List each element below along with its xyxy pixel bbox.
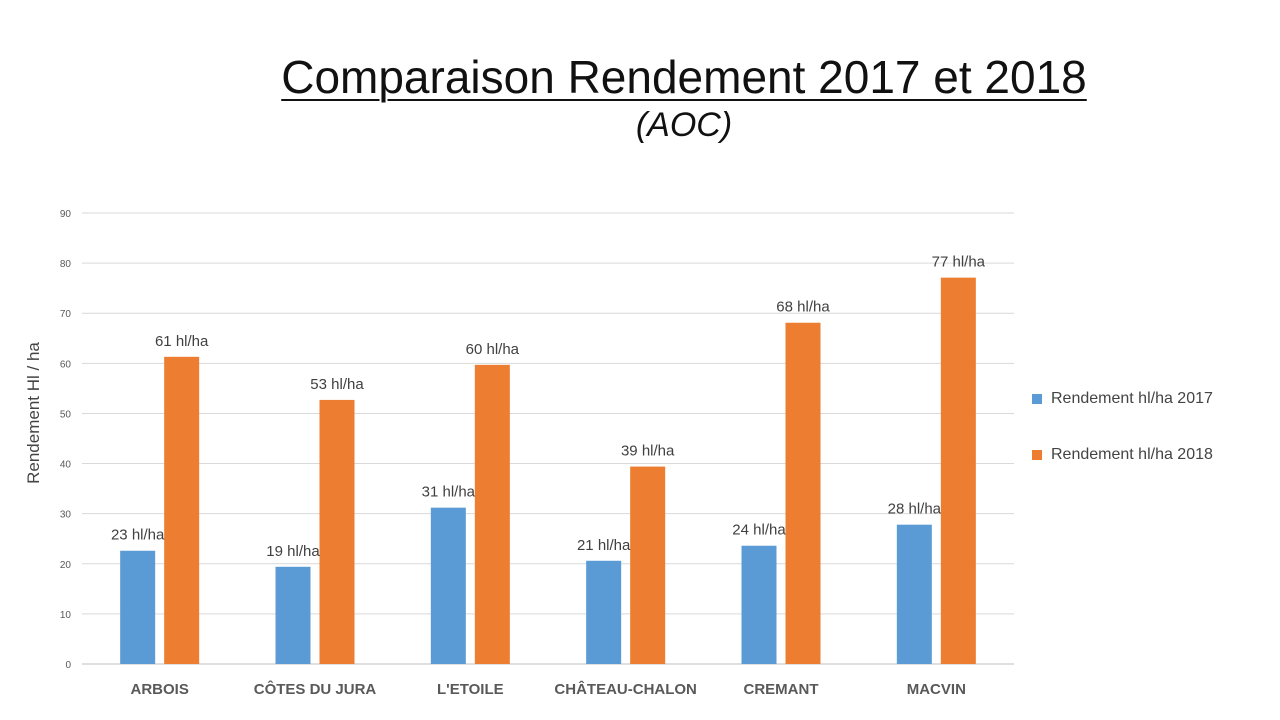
data-label: 24 hl/ha bbox=[732, 522, 786, 539]
data-label: 19 hl/ha bbox=[266, 543, 320, 560]
bar-2017 bbox=[896, 524, 932, 664]
data-label: 21 hl/ha bbox=[577, 537, 631, 554]
gridlines bbox=[82, 212, 1014, 665]
bar-2017 bbox=[120, 550, 156, 664]
x-tick-label: CREMANT bbox=[744, 681, 819, 698]
legend-swatch-2018 bbox=[1032, 450, 1042, 460]
y-tick-label: 40 bbox=[60, 460, 72, 471]
y-tick-label: 90 bbox=[60, 209, 72, 220]
x-tick-label: CHÂTEAU-CHALON bbox=[554, 680, 697, 698]
y-tick-label: 70 bbox=[60, 309, 72, 320]
y-tick-label: 30 bbox=[60, 510, 72, 521]
bar-2018 bbox=[319, 399, 355, 664]
data-label: 39 hl/ha bbox=[621, 443, 675, 460]
bar-2018 bbox=[164, 356, 200, 664]
bar-2018 bbox=[785, 322, 821, 664]
x-tick-label: MACVIN bbox=[907, 681, 966, 698]
x-tick-label: ARBOIS bbox=[130, 681, 188, 698]
chart-subtitle: (AOC) bbox=[635, 106, 733, 144]
data-label: 61 hl/ha bbox=[155, 333, 209, 350]
x-tick-label: CÔTES DU JURA bbox=[254, 680, 377, 698]
data-label: 31 hl/ha bbox=[422, 484, 476, 501]
data-label: 28 hl/ha bbox=[888, 501, 942, 518]
y-axis-ticks: 0 10 20 30 40 50 60 70 80 90 bbox=[60, 209, 72, 671]
bar-2017 bbox=[741, 545, 777, 664]
data-label: 77 hl/ha bbox=[932, 254, 986, 271]
bar-2017 bbox=[586, 560, 622, 664]
data-label: 60 hl/ha bbox=[466, 341, 520, 358]
bar-2017 bbox=[430, 507, 466, 664]
bar-2018 bbox=[474, 364, 510, 664]
bar-2018 bbox=[940, 277, 976, 664]
bar-2017 bbox=[275, 566, 311, 664]
data-label: 53 hl/ha bbox=[310, 376, 364, 393]
y-tick-label: 10 bbox=[60, 610, 72, 621]
legend: Rendement hl/ha 2017 Rendement hl/ha 201… bbox=[1032, 388, 1213, 500]
x-axis-ticks: ARBOIS CÔTES DU JURA L'ETOILE CHÂTEAU-CHALO… bbox=[130, 680, 965, 698]
legend-item-2018: Rendement hl/ha 2018 bbox=[1032, 444, 1213, 466]
x-tick-label: L'ETOILE bbox=[437, 681, 504, 698]
legend-label-2018: Rendement hl/ha 2018 bbox=[1051, 446, 1213, 463]
data-labels: 23 hl/ha 61 hl/ha 19 hl/ha 53 hl/ha 31 hl/ha… bbox=[111, 254, 986, 560]
legend-swatch-2017 bbox=[1032, 394, 1042, 404]
data-label: 23 hl/ha bbox=[111, 527, 165, 544]
chart-title: Comparaison Rendement 2017 et 2018 bbox=[281, 51, 1087, 103]
bars bbox=[120, 277, 976, 664]
legend-label-2017: Rendement hl/ha 2017 bbox=[1051, 390, 1213, 407]
y-axis-label: Rendement Hl / ha bbox=[24, 342, 43, 484]
data-label: 68 hl/ha bbox=[776, 299, 830, 316]
y-tick-label: 0 bbox=[65, 660, 71, 671]
y-tick-label: 80 bbox=[60, 259, 72, 270]
bar-2018 bbox=[630, 466, 666, 664]
y-tick-label: 60 bbox=[60, 359, 72, 370]
y-tick-label: 50 bbox=[60, 409, 72, 420]
legend-item-2017: Rendement hl/ha 2017 bbox=[1032, 388, 1213, 410]
y-tick-label: 20 bbox=[60, 560, 72, 571]
